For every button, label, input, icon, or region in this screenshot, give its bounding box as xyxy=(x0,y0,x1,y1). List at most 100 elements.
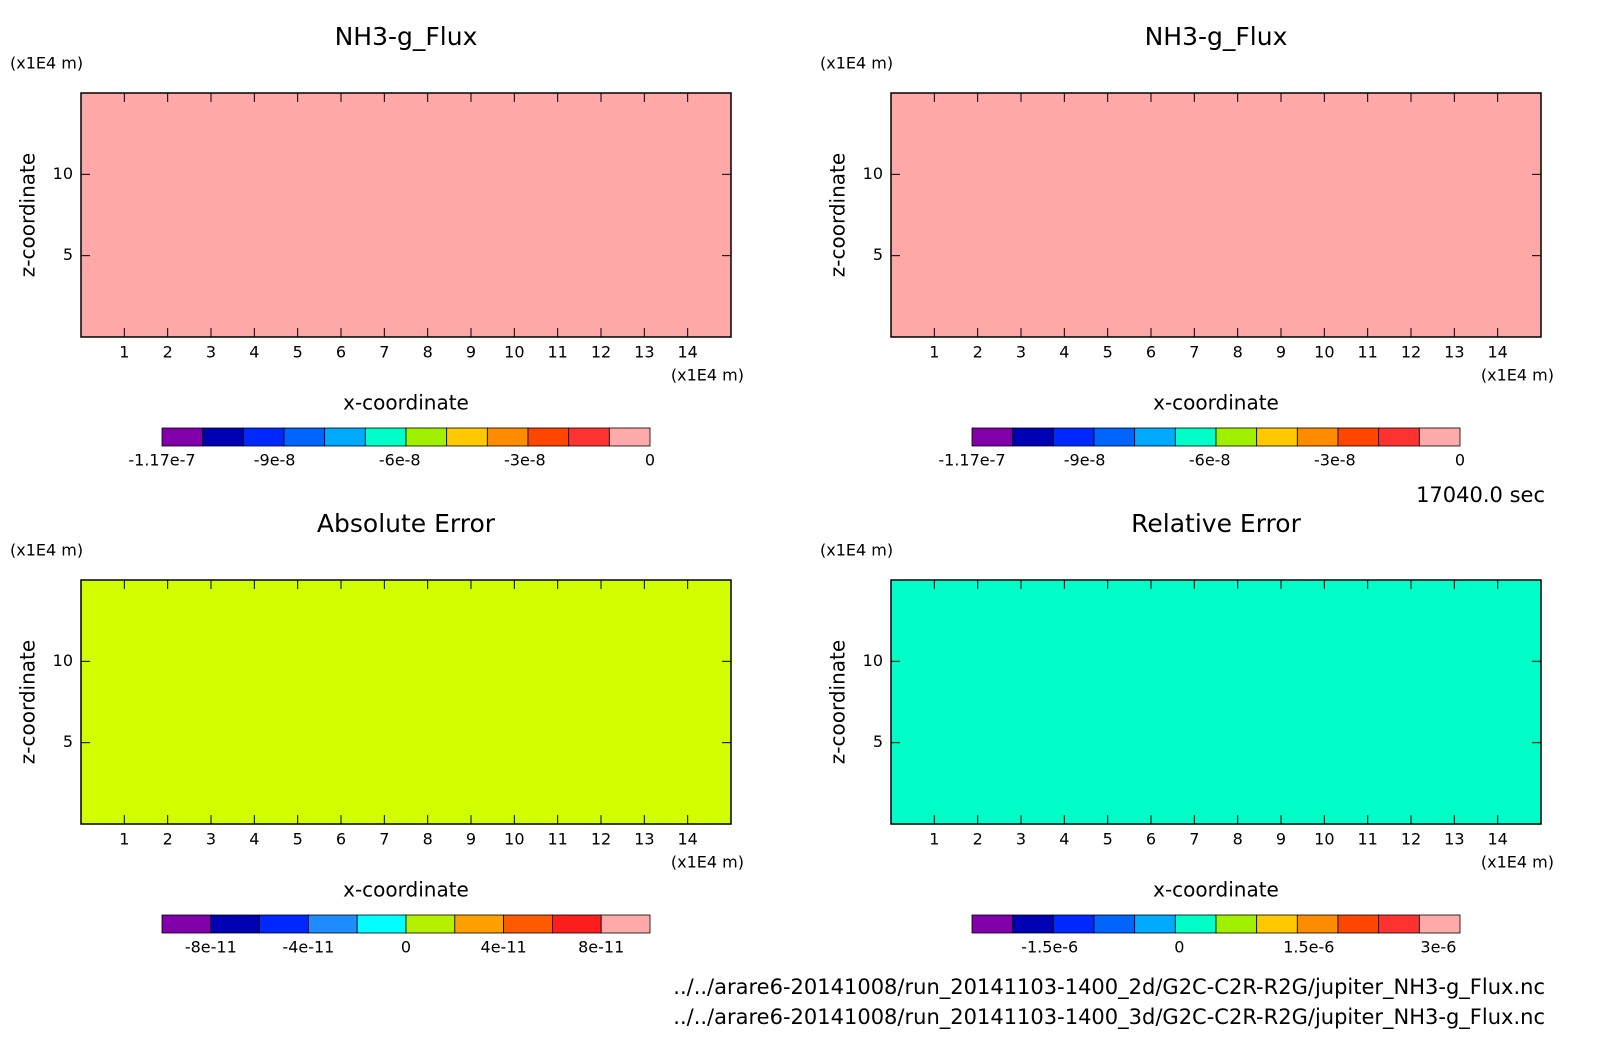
colorbar-box xyxy=(283,427,326,447)
x-tick-label: 8 xyxy=(423,343,433,362)
colorbar-box xyxy=(1174,914,1217,934)
x-tick-label: 8 xyxy=(423,830,433,849)
x-tick-label: 6 xyxy=(336,830,346,849)
x-tick-label: 11 xyxy=(1357,830,1377,849)
colorbar-label: 0 xyxy=(1455,451,1465,470)
colorbar-box xyxy=(446,427,488,447)
x-tick-label: 6 xyxy=(336,343,346,362)
y-tick-label: 10 xyxy=(53,651,73,670)
colorbar-box xyxy=(259,914,309,934)
x-tick-label: 9 xyxy=(466,830,476,849)
x-tick-label: 1 xyxy=(929,830,939,849)
x-axis-label: x-coordinate xyxy=(1153,391,1279,415)
colorbar-box xyxy=(1012,427,1054,447)
x-tick-label: 2 xyxy=(973,830,983,849)
x-tick-label: 3 xyxy=(1016,830,1026,849)
x-unit: (x1E4 m) xyxy=(1481,853,1554,872)
colorbar-box xyxy=(1093,914,1136,934)
colorbar-box xyxy=(161,427,204,447)
time-label: 17040.0 sec xyxy=(1416,483,1545,507)
x-axis-label: x-coordinate xyxy=(343,391,469,415)
x-unit: (x1E4 m) xyxy=(671,853,744,872)
colorbar-label: -1.17e-7 xyxy=(938,451,1005,470)
colorbar-box xyxy=(527,427,570,447)
x-tick-label: 2 xyxy=(973,343,983,362)
x-tick-label: 10 xyxy=(1314,830,1334,849)
colorbar-box xyxy=(356,914,407,934)
file-path: ../../arare6-20141008/run_20141103-1400_… xyxy=(673,975,1545,1000)
colorbar-box xyxy=(600,914,651,934)
x-tick-label: 7 xyxy=(379,830,389,849)
colorbar-label: -3e-8 xyxy=(504,451,546,470)
panel-title: NH3-g_Flux xyxy=(1145,22,1288,51)
x-tick-label: 2 xyxy=(163,343,173,362)
x-tick-label: 14 xyxy=(677,830,697,849)
y-tick-label: 10 xyxy=(863,164,883,183)
x-unit: (x1E4 m) xyxy=(1481,366,1554,385)
y-unit: (x1E4 m) xyxy=(820,54,893,73)
x-tick-label: 10 xyxy=(1314,343,1334,362)
x-tick-label: 3 xyxy=(206,343,216,362)
x-tick-label: 14 xyxy=(677,343,697,362)
x-tick-label: 8 xyxy=(1233,830,1243,849)
colorbar-box xyxy=(324,427,366,447)
colorbar-label: -9e-8 xyxy=(1064,451,1106,470)
contour-fill xyxy=(890,579,1542,825)
x-tick-label: 13 xyxy=(634,343,654,362)
x-tick-label: 4 xyxy=(249,830,259,849)
colorbar-box xyxy=(1012,914,1054,934)
x-tick-label: 7 xyxy=(379,343,389,362)
x-tick-label: 3 xyxy=(206,830,216,849)
colorbar-label: -6e-8 xyxy=(379,451,421,470)
x-tick-label: 8 xyxy=(1233,343,1243,362)
x-tick-label: 2 xyxy=(163,830,173,849)
x-tick-label: 5 xyxy=(293,830,303,849)
colorbar-label: -8e-11 xyxy=(185,938,237,957)
colorbar-box xyxy=(1418,914,1461,934)
contour-fill xyxy=(80,92,732,338)
colorbar-box xyxy=(552,914,602,934)
y-tick-label: 10 xyxy=(863,651,883,670)
colorbar-box xyxy=(1378,427,1420,447)
y-unit: (x1E4 m) xyxy=(10,541,83,560)
x-tick-label: 4 xyxy=(1059,343,1069,362)
colorbar-label: 0 xyxy=(1174,938,1184,957)
colorbar-box xyxy=(1093,427,1136,447)
x-tick-label: 5 xyxy=(1103,343,1113,362)
x-tick-label: 10 xyxy=(504,343,524,362)
panel-title: Relative Error xyxy=(1131,509,1301,538)
x-axis-label: x-coordinate xyxy=(343,878,469,902)
x-tick-label: 9 xyxy=(466,343,476,362)
colorbar-box xyxy=(1418,427,1461,447)
colorbar-label: -1.5e-6 xyxy=(1021,938,1078,957)
y-axis-label: z-coordinate xyxy=(16,640,40,764)
x-tick-label: 7 xyxy=(1189,830,1199,849)
y-unit: (x1E4 m) xyxy=(10,54,83,73)
colorbar-box xyxy=(1134,427,1176,447)
colorbar-box xyxy=(1052,427,1095,447)
colorbar-box xyxy=(568,427,610,447)
x-tick-label: 9 xyxy=(1276,343,1286,362)
x-tick-label: 13 xyxy=(1444,830,1464,849)
x-tick-label: 7 xyxy=(1189,343,1199,362)
y-tick-label: 5 xyxy=(873,245,883,264)
x-tick-label: 11 xyxy=(547,830,567,849)
colorbar-box xyxy=(1296,914,1339,934)
colorbar-box xyxy=(405,427,448,447)
x-tick-label: 1 xyxy=(119,343,129,362)
colorbar-box xyxy=(364,427,407,447)
x-tick-label: 1 xyxy=(929,343,939,362)
contour-fill xyxy=(80,579,732,825)
x-unit: (x1E4 m) xyxy=(671,366,744,385)
colorbar-box xyxy=(1174,427,1217,447)
x-tick-label: 10 xyxy=(504,830,524,849)
colorbar-box xyxy=(405,914,456,934)
colorbar-box xyxy=(1337,914,1380,934)
y-axis-label: z-coordinate xyxy=(16,153,40,277)
colorbar-box xyxy=(971,427,1014,447)
colorbar-box xyxy=(1296,427,1339,447)
colorbar-label: 8e-11 xyxy=(578,938,624,957)
colorbar-box xyxy=(210,914,261,934)
colorbar-box xyxy=(971,914,1014,934)
colorbar-label: -1.17e-7 xyxy=(128,451,195,470)
